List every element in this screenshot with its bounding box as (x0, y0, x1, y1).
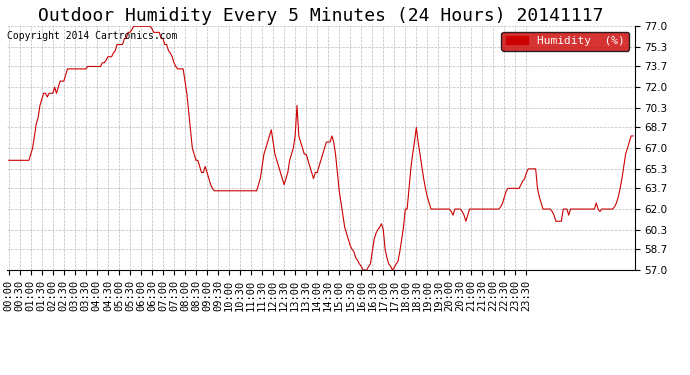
Text: Copyright 2014 Cartronics.com: Copyright 2014 Cartronics.com (7, 32, 177, 41)
Title: Outdoor Humidity Every 5 Minutes (24 Hours) 20141117: Outdoor Humidity Every 5 Minutes (24 Hou… (38, 7, 604, 25)
Legend: Humidity  (%): Humidity (%) (502, 32, 629, 51)
